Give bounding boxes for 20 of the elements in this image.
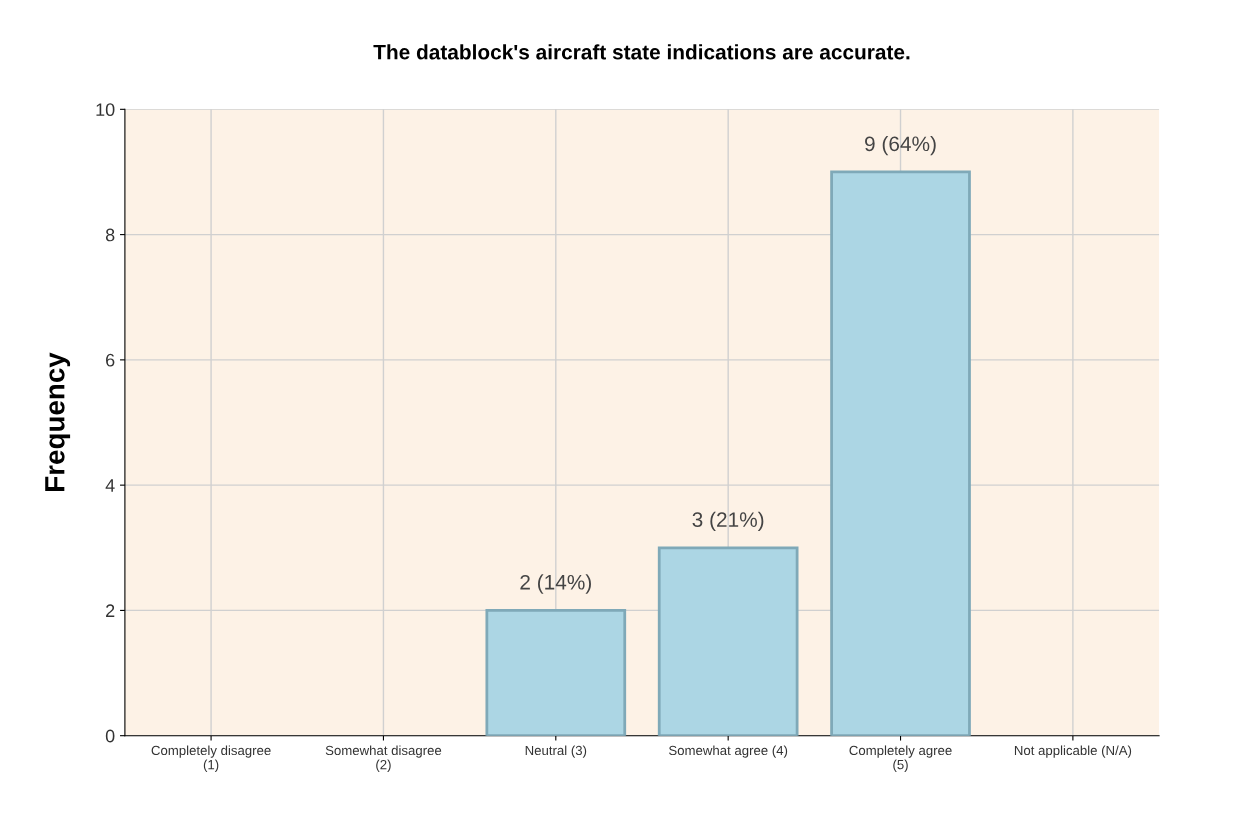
y-tick-label: 8 <box>105 228 115 242</box>
x-tick-label: Somewhat disagree (2) <box>325 745 442 772</box>
x-tick-label: Completely agree (5) <box>849 745 952 772</box>
data-label: 9 (64%) <box>865 135 936 156</box>
y-axis-title: Frequency <box>45 352 71 491</box>
y-tick-label: 4 <box>105 479 115 492</box>
bar <box>830 170 971 736</box>
x-tick-label: Not applicable (N/A) <box>1014 745 1132 758</box>
y-tick-label: 2 <box>106 604 115 617</box>
data-label: 3 (21%) <box>692 511 764 532</box>
y-tick-label: 10 <box>96 103 115 117</box>
bar <box>657 546 799 736</box>
chart-title: The datablock's aircraft state indications are accurate. <box>373 44 910 60</box>
y-tick-label: 0 <box>105 729 115 743</box>
x-tick-label: Somewhat agree (4) <box>669 745 788 758</box>
data-label: 2 (14%) <box>520 574 591 594</box>
x-tick-label: Completely disagree (1) <box>151 745 271 772</box>
y-tick-label: 6 <box>106 353 115 367</box>
bar <box>485 609 627 736</box>
x-tick-label: Neutral (3) <box>525 745 587 758</box>
